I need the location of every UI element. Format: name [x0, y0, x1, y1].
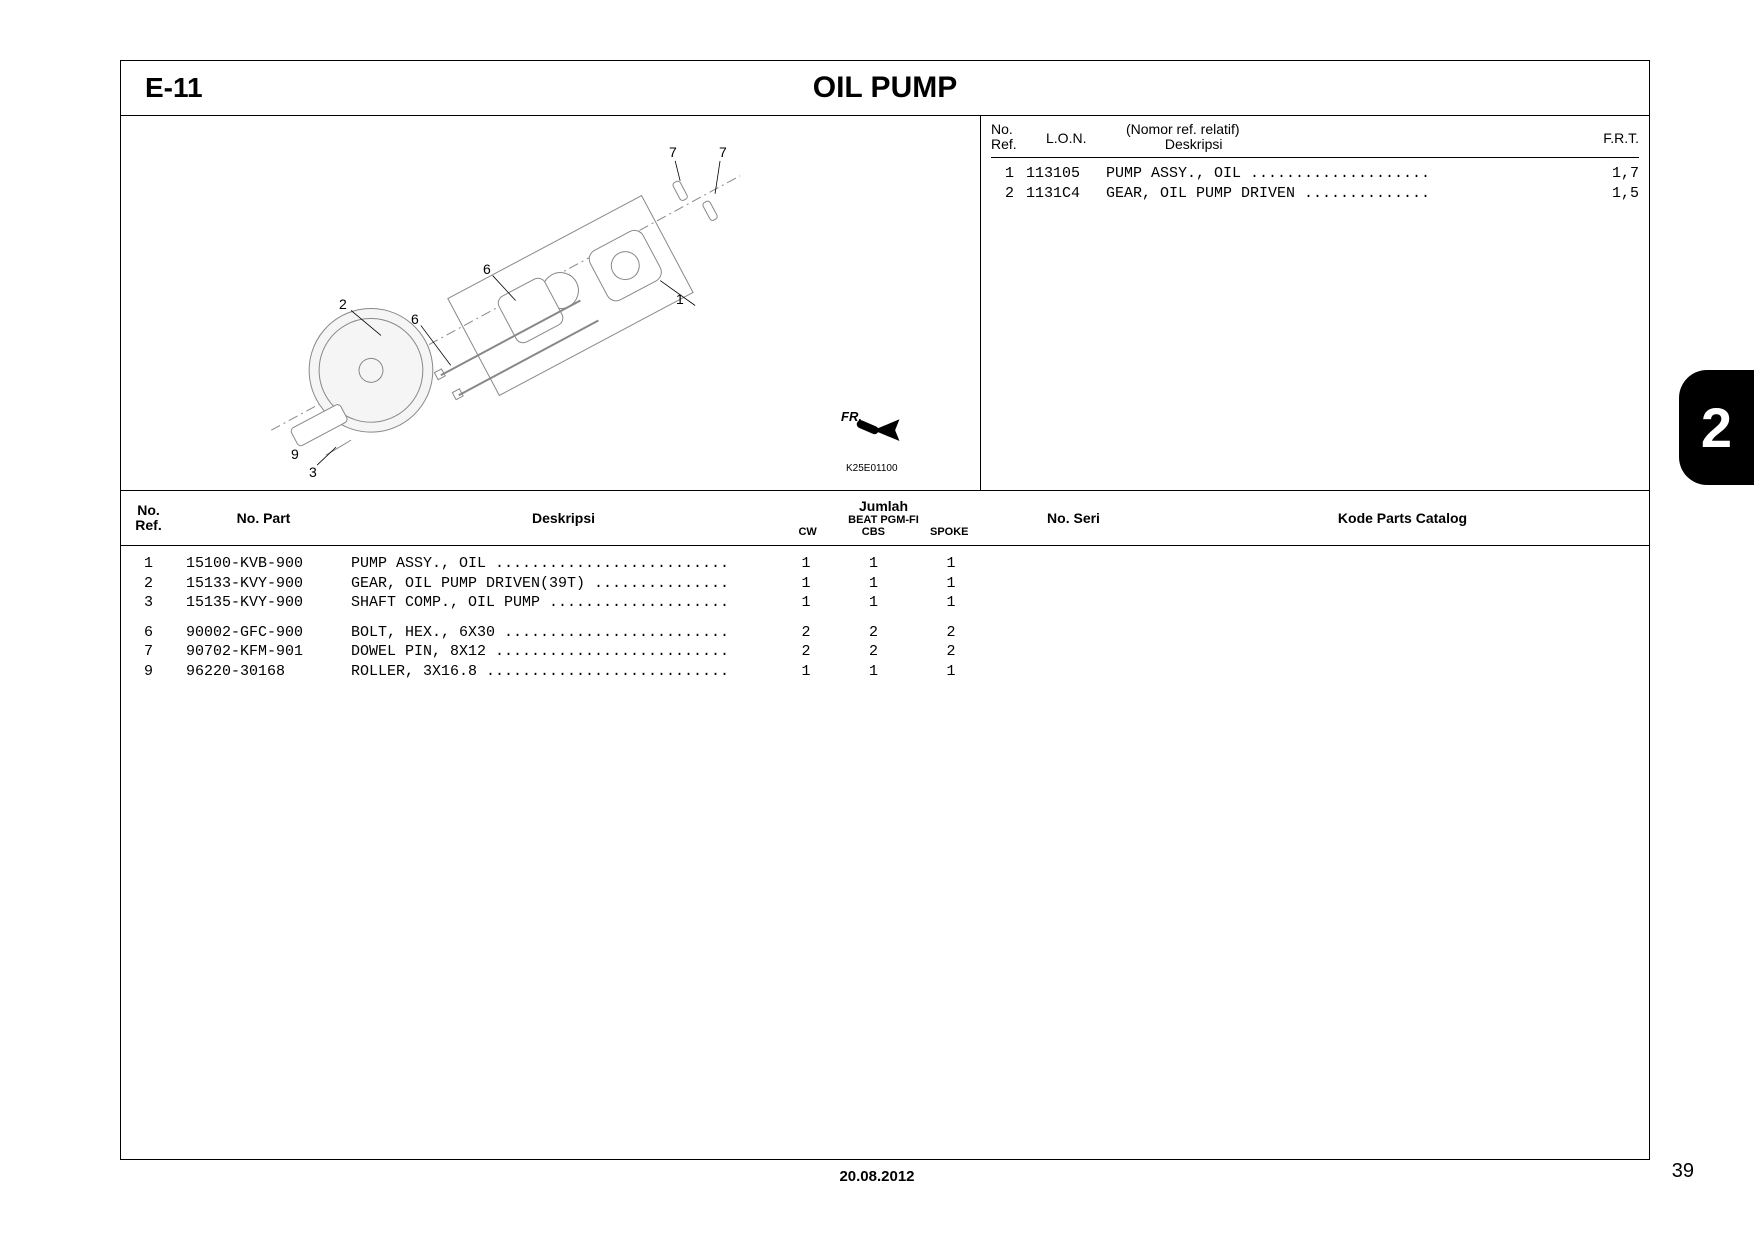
parts-header-row: No.Ref. No. Part Deskripsi Jumlah BEAT P…: [121, 491, 1649, 546]
ref-row: 1113105PUMP ASSY., OIL .................…: [991, 164, 1639, 184]
ph-kode: Kode Parts Catalog: [1156, 510, 1649, 526]
group-gap: [121, 613, 1649, 623]
callout-7b: 7: [719, 144, 727, 160]
callout-3: 3: [309, 464, 317, 480]
mid-row: 1 2 3 6 6 7 7 9 9 FR. K25E01100 No.Ref. …: [121, 116, 1649, 491]
section-tab: 2: [1679, 370, 1754, 485]
footer-date: 20.08.2012: [0, 1168, 1754, 1185]
ref-row: 21131C4GEAR, OIL PUMP DRIVEN ...........…: [991, 184, 1639, 204]
fr-label: FR.: [841, 409, 862, 424]
section-title: OIL PUMP: [601, 71, 1649, 105]
part-row: 790702-KFM-901DOWEL PIN, 8X12 ..........…: [121, 642, 1649, 662]
ref-h-desc: (Nomor ref. relatif) Deskripsi: [1126, 122, 1584, 153]
part-row: 996220-30168ROLLER, 3X16.8 .............…: [121, 662, 1649, 682]
diagram-code: K25E01100: [846, 463, 898, 474]
ref-header: No.Ref. L.O.N. (Nomor ref. relatif) Desk…: [991, 122, 1639, 158]
ref-h-deskripsi: Deskripsi: [1165, 136, 1223, 152]
ph-jumlah-label: Jumlah: [776, 498, 991, 514]
callout-6a: 6: [411, 311, 419, 327]
part-row: 690002-GFC-900BOLT, HEX., 6X30 .........…: [121, 623, 1649, 643]
ph-desc: Deskripsi: [351, 510, 776, 526]
page-frame: E-11 OIL PUMP: [120, 60, 1650, 1160]
parts-group-1: 115100-KVB-900PUMP ASSY., OIL ..........…: [121, 554, 1649, 613]
ph-spoke: SPOKE: [930, 526, 969, 538]
reference-panel: No.Ref. L.O.N. (Nomor ref. relatif) Desk…: [981, 116, 1649, 490]
ph-cbs: CBS: [862, 526, 885, 538]
ref-h-nomor: (Nomor ref. relatif): [1126, 121, 1240, 137]
ref-rows: 1113105PUMP ASSY., OIL .................…: [991, 164, 1639, 205]
exploded-diagram: 1 2 3 6 6 7 7 9 9 FR. K25E01100: [121, 116, 981, 490]
callout-2: 2: [339, 296, 347, 312]
ref-h-frt: F.R.T.: [1584, 122, 1639, 153]
ph-jumlah-sub: BEAT PGM-FI: [776, 514, 991, 526]
ph-jumlah: Jumlah BEAT PGM-FI CW CBS SPOKE: [776, 498, 991, 538]
ph-no: No.Ref.: [121, 503, 176, 534]
parts-group-2: 690002-GFC-900BOLT, HEX., 6X30 .........…: [121, 623, 1649, 682]
ph-cw: CW: [798, 526, 816, 538]
ph-jumlah-cols: CW CBS SPOKE: [776, 526, 991, 538]
callout-7a: 7: [669, 144, 677, 160]
ref-h-lon: L.O.N.: [1046, 122, 1126, 153]
callout-1: 1: [676, 291, 684, 307]
section-code: E-11: [121, 72, 601, 104]
ref-h-no: No.Ref.: [991, 122, 1046, 153]
part-row: 215133-KVY-900GEAR, OIL PUMP DRIVEN(39T)…: [121, 574, 1649, 594]
ph-seri: No. Seri: [991, 510, 1156, 526]
part-row: 315135-KVY-900SHAFT COMP., OIL PUMP ....…: [121, 593, 1649, 613]
header-row: E-11 OIL PUMP: [121, 61, 1649, 116]
ph-part: No. Part: [176, 510, 351, 526]
page-number: 39: [1672, 1160, 1694, 1183]
part-row: 115100-KVB-900PUMP ASSY., OIL ..........…: [121, 554, 1649, 574]
parts-body: 115100-KVB-900PUMP ASSY., OIL ..........…: [121, 546, 1649, 681]
callout-6b: 6: [483, 261, 491, 277]
callout-9: 9: [291, 446, 299, 462]
